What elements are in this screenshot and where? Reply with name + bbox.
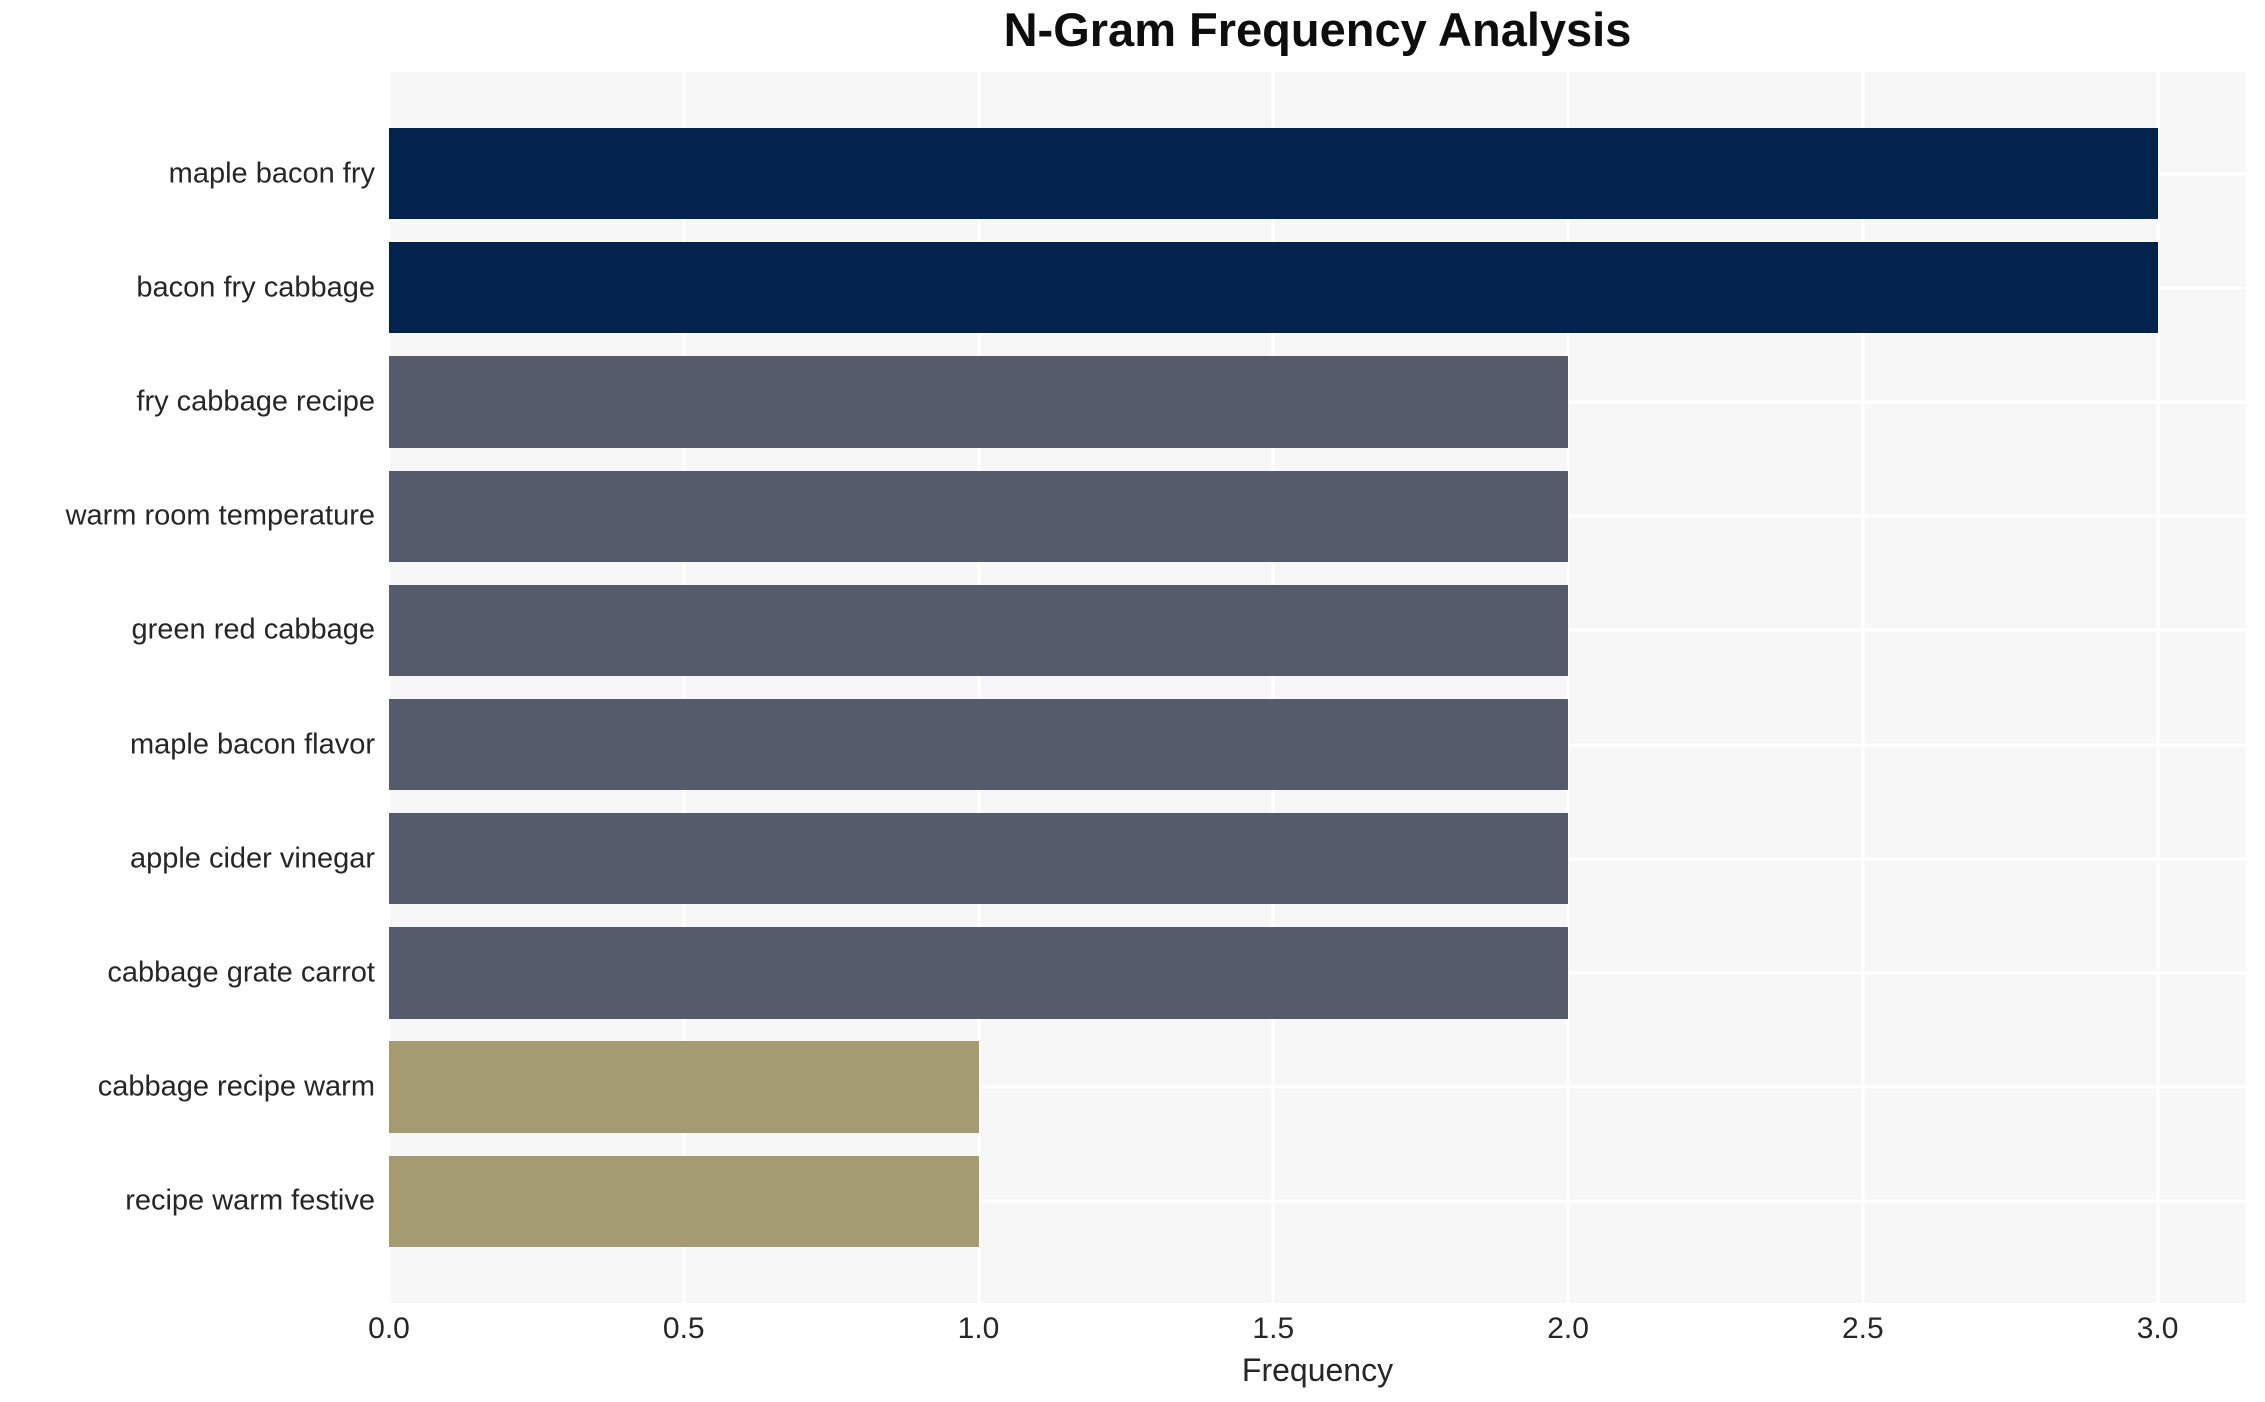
- y-tick-label: maple bacon flavor: [129, 728, 375, 761]
- x-gridline-1.0: [977, 72, 981, 1303]
- x-gridline-0.0: [387, 72, 391, 1303]
- chart-title: N-Gram Frequency Analysis: [1003, 3, 1632, 56]
- x-tick-label: 2.5: [1841, 1312, 1884, 1345]
- y-tick-label: green red cabbage: [131, 613, 375, 646]
- y-tick-label: recipe warm festive: [125, 1184, 375, 1217]
- x-gridline-3.0: [2156, 72, 2160, 1303]
- bar: [389, 242, 2158, 334]
- bar: [389, 813, 1569, 905]
- bar: [389, 470, 1569, 562]
- x-tick-label: 3.0: [2136, 1312, 2179, 1345]
- y-tick-label: cabbage recipe warm: [97, 1070, 375, 1103]
- bar: [389, 356, 1569, 448]
- plot-area: [387, 72, 2246, 1303]
- y-tick-label: apple cider vinegar: [129, 842, 375, 875]
- x-tick-label: 2.0: [1547, 1312, 1589, 1345]
- bar: [389, 1041, 979, 1133]
- bar: [389, 698, 1569, 791]
- x-gridline-0.5: [682, 72, 686, 1303]
- bar: [389, 1155, 979, 1248]
- y-gridline: [389, 1085, 2246, 1089]
- bar: [389, 584, 1569, 677]
- y-tick-label: maple bacon fry: [168, 157, 375, 190]
- y-gridline: [389, 1199, 2246, 1203]
- y-tick-label: warm room temperature: [65, 499, 375, 532]
- x-tick-label: 0.5: [662, 1312, 705, 1345]
- x-gridline-1.5: [1271, 72, 1275, 1303]
- x-tick-label: 0.0: [368, 1312, 410, 1345]
- bar: [389, 127, 2158, 220]
- x-tick-label: 1.5: [1252, 1312, 1295, 1345]
- y-tick-label: cabbage grate carrot: [107, 956, 375, 989]
- x-gridline-2.5: [1861, 72, 1865, 1303]
- y-tick-label: bacon fry cabbage: [136, 271, 375, 304]
- x-tick-label: 1.0: [957, 1312, 1000, 1345]
- y-tick-label: fry cabbage recipe: [136, 385, 375, 418]
- x-axis-title: Frequency: [1241, 1352, 1394, 1388]
- x-gridline-2.0: [1566, 72, 1570, 1303]
- bar: [389, 927, 1569, 1019]
